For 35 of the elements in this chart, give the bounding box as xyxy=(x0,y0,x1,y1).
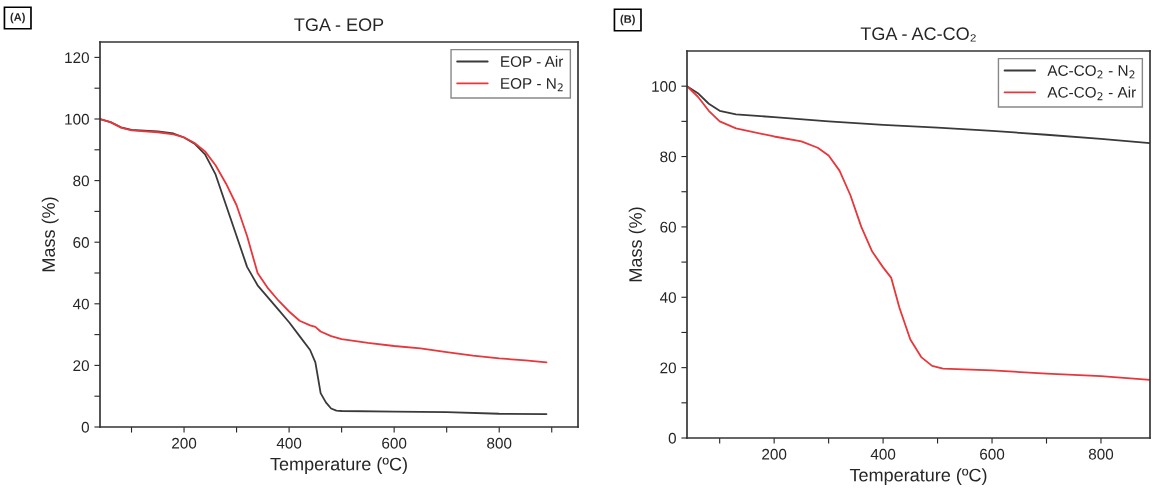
y-tick-label: 100 xyxy=(652,81,676,92)
x-tick-label: 400 xyxy=(870,448,896,460)
y-tick-label: 40 xyxy=(72,298,89,310)
text: (B) xyxy=(620,14,635,26)
y-tick-label: 80 xyxy=(660,151,676,163)
chart-title: TGA - EOP xyxy=(294,18,384,32)
x-axis-title: Temperature (ºC) xyxy=(849,468,987,486)
x-tick-label: 800 xyxy=(1088,448,1114,460)
y-tick-label: 40 xyxy=(659,292,676,303)
y-tick-label: 60 xyxy=(660,221,676,233)
legend-label: AC-CO$_{2}$ - Air xyxy=(1047,86,1136,101)
y-axis-title: Mass (%) xyxy=(628,207,646,282)
y-tick-label: 0 xyxy=(668,432,676,444)
x-tick-label: 600 xyxy=(980,448,1005,460)
y-tick-label: 120 xyxy=(65,52,89,64)
y-tick-label: 100 xyxy=(65,113,89,125)
x-axis-title: Temperature (ºC) xyxy=(270,457,407,475)
line-series xyxy=(687,85,1150,381)
chart-title: TGA - AC-CO₂ xyxy=(860,27,976,42)
line-series xyxy=(100,118,548,364)
x-tick-label: 800 xyxy=(487,437,512,449)
x-tick-label: 200 xyxy=(172,437,197,449)
y-tick-label: 80 xyxy=(73,175,89,187)
y-tick-label: 60 xyxy=(73,237,89,248)
y-tick-label: 0 xyxy=(81,421,89,433)
text: (A) xyxy=(10,12,25,24)
legend-label: EOP - N$_{2}$ xyxy=(501,78,563,92)
x-tick-label: 200 xyxy=(762,448,787,460)
y-tick-label: 20 xyxy=(73,360,89,372)
x-tick-label: 400 xyxy=(276,437,302,449)
y-tick-label: 20 xyxy=(660,362,676,374)
legend-label: AC-CO$_{2}$ - N$_{2}$ xyxy=(1047,65,1135,79)
x-tick-label: 600 xyxy=(382,437,407,449)
y-axis-title: Mass (%) xyxy=(41,197,59,272)
legend-label: EOP - Air xyxy=(501,55,564,67)
